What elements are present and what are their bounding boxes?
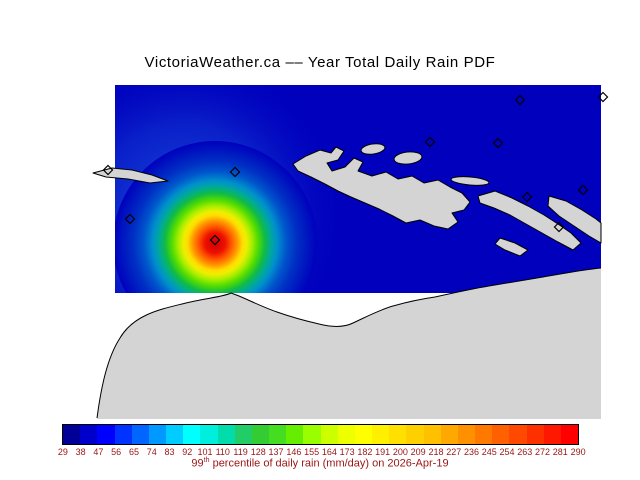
colorbar-tick-label: 83: [164, 447, 175, 457]
land-victoria-saanich: [292, 146, 471, 230]
station-marker: [577, 184, 589, 196]
colorbar-segment: [286, 425, 304, 444]
colorbar-tick-label: 209: [410, 447, 426, 457]
colorbar-segment: [131, 425, 149, 444]
colorbar-segment: [166, 425, 184, 444]
colorbar-segment: [269, 425, 287, 444]
colorbar-tick-label: 38: [75, 447, 86, 457]
colorbar-tick-label: 110: [215, 447, 230, 457]
colorbar-tick-label: 182: [357, 447, 373, 457]
colorbar-segment: [475, 425, 493, 444]
land-small-island-2: [393, 151, 423, 165]
colorbar-segment: [217, 425, 235, 444]
colorbar-segment: [457, 425, 476, 444]
colorbar-segment: [234, 425, 252, 444]
colorbar-segment: [440, 425, 458, 444]
colorbar-segment: [200, 425, 218, 444]
station-marker: [492, 137, 504, 149]
colorbar-tick-label: 281: [552, 447, 568, 457]
caption-text: percentile of daily rain (mm/day) on 202…: [209, 457, 449, 470]
colorbar-tick-label: 164: [321, 447, 337, 457]
land-masses: [92, 143, 602, 419]
station-marker: [521, 191, 533, 203]
colorbar-segment: [423, 425, 441, 444]
colorbar-tick-label: 146: [286, 447, 302, 457]
colorbar-tick-label: 272: [535, 447, 551, 457]
station-marker: [124, 213, 136, 225]
colorbar-tick-label: 290: [570, 447, 586, 457]
colorbar-tick-labels: 29 38 47 56 65 74 83 92 101 110 119 128 137 146 155 164…: [54, 447, 587, 457]
colorbar-segment: [492, 425, 510, 444]
colorbar-segment: [406, 425, 424, 444]
rain-hotspot: [115, 141, 317, 293]
colorbar-segment: [148, 425, 167, 444]
station-markers: [102, 91, 609, 246]
colorbar-tick-label: 227: [446, 447, 462, 457]
colorbar-tick-label: 263: [517, 447, 533, 457]
colorbar-segment: [560, 425, 579, 444]
station-marker: [597, 91, 609, 103]
colorbar-segment: [509, 425, 527, 444]
colorbar-segment: [526, 425, 544, 444]
colorbar-tick-label: 254: [499, 447, 515, 457]
colorbar-tick-label: 155: [304, 447, 320, 457]
land-small-island-south: [494, 237, 529, 257]
land-thin-island: [450, 176, 490, 186]
colorbar-segment: [303, 425, 321, 444]
colorbar-tick-label: 173: [339, 447, 355, 457]
colorbar-tick-label: 56: [111, 447, 122, 457]
colorbar-tick-label: 74: [146, 447, 157, 457]
colorbar-tick-label: 119: [233, 447, 248, 457]
colorbar-tick-label: 101: [197, 447, 213, 457]
colorbar-segment: [183, 425, 201, 444]
colorbar-tick-label: 29: [57, 447, 68, 457]
land-olympic-peninsula: [97, 268, 601, 419]
colorbar-tick-label: 137: [268, 447, 284, 457]
colorbar-caption: 99th percentile of daily rain (mm/day) o…: [0, 457, 640, 470]
caption-superscript: th: [203, 457, 210, 464]
colorbar-tick-label: 236: [463, 447, 479, 457]
colorbar-tick-label: 128: [250, 447, 266, 457]
colorbar-tick-label: 200: [392, 447, 408, 457]
colorbar-segment: [63, 425, 81, 444]
colorbar-segment: [337, 425, 355, 444]
coastline-olympic: [96, 267, 602, 419]
land-small-island-1: [360, 143, 386, 155]
land-island-chain-2: [547, 195, 602, 244]
colorbar: [62, 424, 579, 445]
colorbar-tick-label: 218: [428, 447, 444, 457]
land-left-coastal-sliver: [92, 167, 169, 184]
page-title: VictoriaWeather.ca –– Year Total Daily R…: [144, 54, 496, 71]
station-marker: [209, 234, 221, 246]
colorbar-segment: [354, 425, 373, 444]
station-marker: [229, 166, 241, 178]
colorbar-segment: [114, 425, 132, 444]
station-marker: [424, 136, 436, 148]
colorbar-tick-label: 191: [375, 447, 391, 457]
colorbar-tick-label: 245: [481, 447, 497, 457]
colorbar-tick-label: 92: [182, 447, 193, 457]
colorbar-tick-label: 65: [128, 447, 139, 457]
colorbar-tick-label: 47: [93, 447, 104, 457]
station-marker: [553, 221, 565, 233]
colorbar-segment: [543, 425, 561, 444]
colorbar-segment: [389, 425, 407, 444]
station-marker: [514, 94, 526, 106]
colorbar-segment: [372, 425, 390, 444]
caption-percentile: 99: [191, 457, 204, 470]
colorbar-segment: [80, 425, 98, 444]
colorbar-segment: [320, 425, 338, 444]
colorbar-segment: [97, 425, 115, 444]
land-island-chain-1: [477, 190, 582, 251]
colorbar-segment: [251, 425, 270, 444]
station-marker: [102, 164, 114, 176]
